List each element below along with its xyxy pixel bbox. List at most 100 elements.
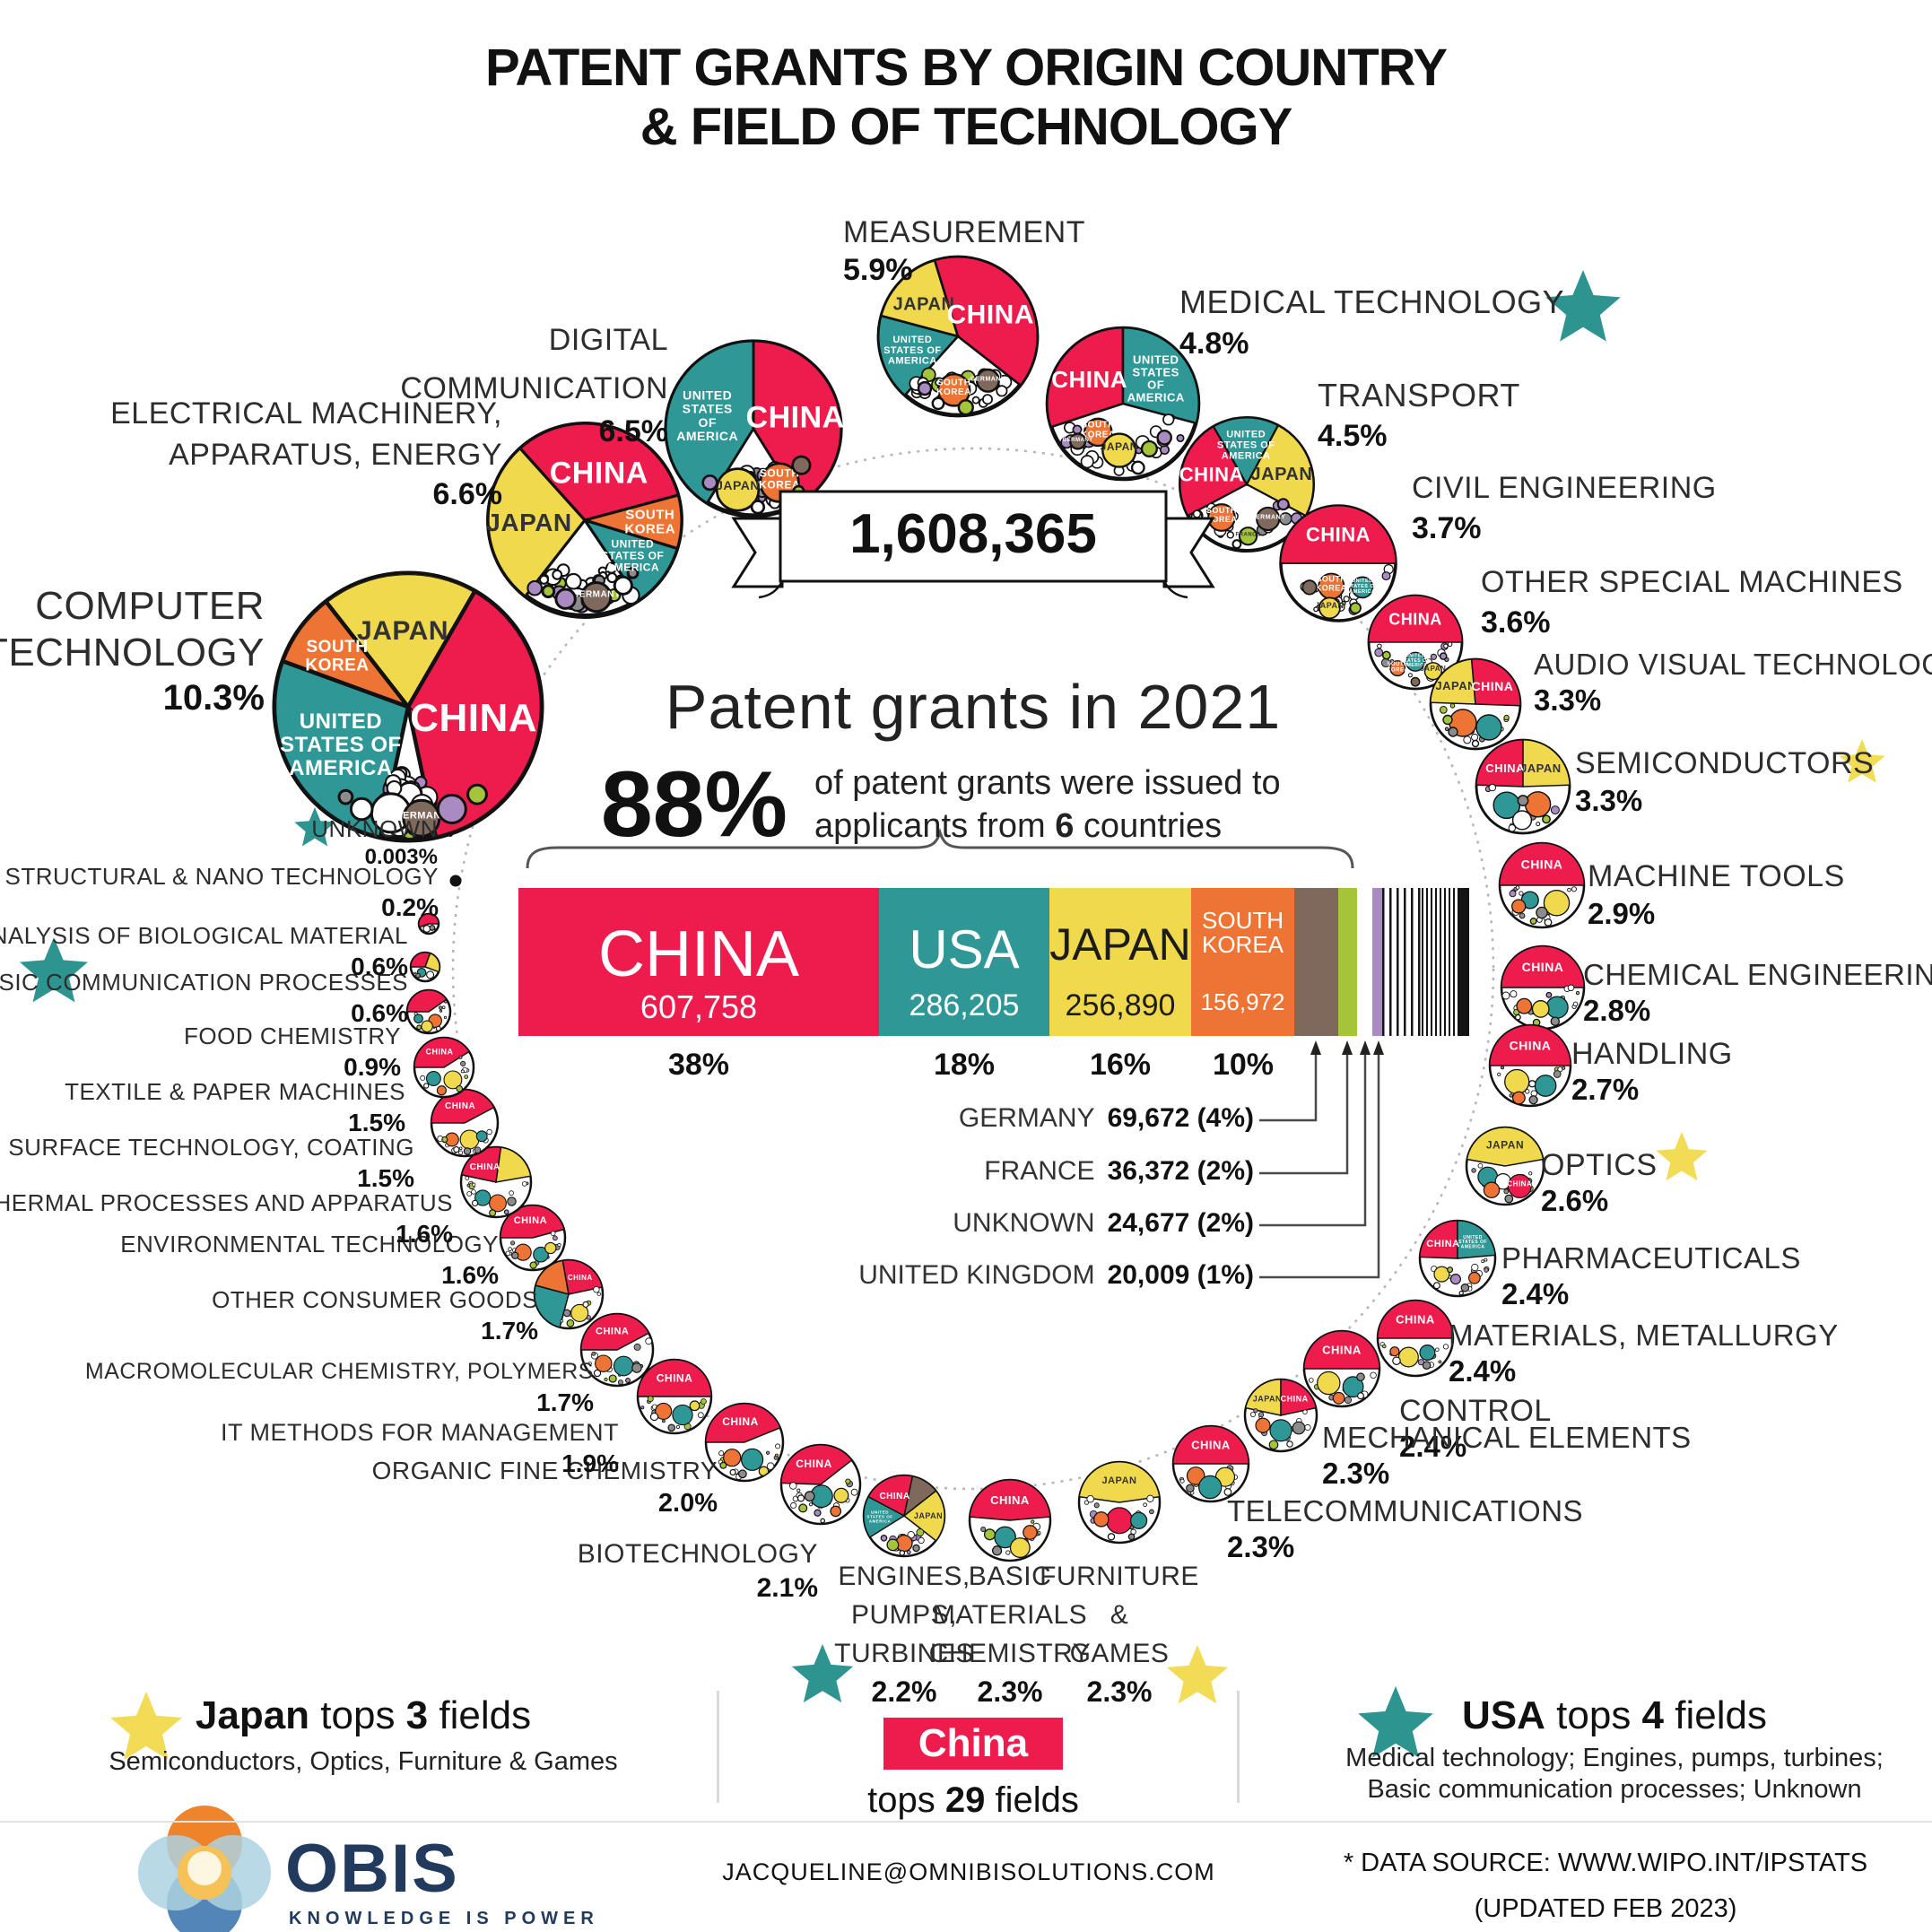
- legend-china-line: tops 29 fields: [867, 1780, 1079, 1820]
- legend-divider-1: [717, 1691, 719, 1803]
- usa-tops-star-icon: [791, 1644, 854, 1703]
- legend-china-badge: China: [883, 1718, 1063, 1770]
- svg-text:JAPAN: JAPAN: [1251, 465, 1313, 484]
- svg-text:CHINA: CHINA: [568, 1274, 593, 1282]
- svg-text:GERMANY: GERMANY: [1250, 515, 1285, 521]
- svg-text:JAPAN: JAPAN: [1253, 1395, 1282, 1404]
- japan-tops-star-icon: [1166, 1645, 1229, 1704]
- stars-group: [20, 270, 1885, 1760]
- pie-organic: CHINA: [704, 1402, 785, 1483]
- svg-text:CHINA: CHINA: [470, 1162, 500, 1172]
- legend-usa: USA tops 4 fields Medical technology; En…: [1318, 1693, 1910, 1805]
- pie-micro: [449, 875, 462, 887]
- svg-text:JAPAN: JAPAN: [357, 616, 448, 646]
- legend-japan-fields: Semiconductors, Optics, Furniture & Game…: [109, 1747, 618, 1776]
- svg-text:JAPAN: JAPAN: [716, 478, 760, 492]
- usa-tops-star-icon: [294, 807, 335, 847]
- ribbon-banner: [731, 490, 1215, 599]
- pie-materials: CHINA: [1376, 1299, 1455, 1378]
- pie-telecom: CHINA: [1171, 1424, 1250, 1503]
- svg-text:CHINA: CHINA: [1191, 1439, 1231, 1452]
- obis-tagline: KNOWLEDGE IS POWER: [289, 1909, 599, 1928]
- svg-text:JAPAN: JAPAN: [914, 1511, 943, 1520]
- pie-thermal: CHINA: [459, 1145, 533, 1219]
- svg-text:CHINA: CHINA: [596, 1327, 629, 1337]
- legend-usa-star-icon: [1358, 1686, 1433, 1758]
- obis-logo-icon: [138, 1806, 271, 1932]
- svg-text:GERMANY: GERMANY: [970, 376, 1005, 382]
- pie-engines: CHINA JAPAN UNITED STATES OF AMERICA: [862, 1474, 946, 1558]
- brace: [526, 827, 1354, 869]
- pie-furniture: JAPAN: [1077, 1460, 1162, 1545]
- svg-text:CHINA: CHINA: [1472, 679, 1514, 693]
- svg-text:CHINA: CHINA: [1388, 610, 1442, 628]
- pie-control: CHINA: [1302, 1329, 1381, 1408]
- japan-tops-star-icon: [1839, 739, 1885, 783]
- svg-text:CHINA: CHINA: [1426, 1239, 1459, 1249]
- svg-text:JAPAN: JAPAN: [1315, 601, 1344, 610]
- svg-text:JAPAN: JAPAN: [1102, 1475, 1137, 1486]
- pie-analysis: [417, 912, 440, 936]
- legend-divider-2: [1237, 1691, 1240, 1803]
- legend-japan-star-icon: [110, 1692, 182, 1760]
- footer-divider: [0, 1821, 1932, 1823]
- svg-text:CHINA: CHINA: [1510, 1038, 1552, 1052]
- svg-text:FRANCE: FRANCE: [1235, 533, 1260, 538]
- legend-japan: Japan tops 3 fields Semiconductors, Opti…: [67, 1693, 659, 1777]
- usa-tops-star-icon: [1545, 270, 1621, 342]
- svg-text:CHINA: CHINA: [445, 1101, 475, 1111]
- dotted-circle: [451, 447, 1495, 1491]
- svg-text:JAPAN: JAPAN: [1420, 665, 1446, 673]
- svg-text:GERMANY: GERMANY: [395, 810, 448, 821]
- svg-text:CHINA: CHINA: [722, 1415, 759, 1428]
- svg-text:CHINA: CHINA: [550, 457, 648, 491]
- pie-food: [405, 988, 452, 1035]
- svg-text:CHINA: CHINA: [1521, 857, 1563, 871]
- svg-text:GERMANY: GERMANY: [1063, 438, 1093, 443]
- pie-machine-tools: CHINA: [1498, 841, 1586, 929]
- usa-tops-star-icon: [20, 937, 88, 1003]
- pie-biotech: CHINA: [779, 1443, 862, 1526]
- svg-text:JAPAN: JAPAN: [1435, 679, 1476, 692]
- legend: Japan tops 3 fields Semiconductors, Opti…: [0, 1686, 1932, 1821]
- svg-text:CHINA: CHINA: [746, 401, 845, 435]
- data-source: * DATA SOURCE: WWW.WIPO.INT/IPSTATS (UPD…: [1343, 1849, 1868, 1923]
- svg-text:CHINA: CHINA: [1179, 464, 1244, 486]
- svg-text:JAPAN: JAPAN: [893, 294, 955, 314]
- svg-text:CHINA: CHINA: [1322, 1344, 1362, 1357]
- obis-brand: OBIS: [285, 1831, 459, 1907]
- pie-optics: CHINA JAPAN: [1465, 1126, 1545, 1206]
- svg-text:JAPAN: JAPAN: [1486, 1139, 1524, 1152]
- svg-text:CHINA: CHINA: [1051, 366, 1127, 393]
- svg-text:GERMANY: GERMANY: [572, 590, 622, 600]
- pie-environmental: CHINA: [499, 1204, 567, 1272]
- svg-text:CHINA: CHINA: [1396, 1313, 1435, 1327]
- svg-text:CHINA: CHINA: [1507, 1179, 1532, 1188]
- japan-tops-star-icon: [1656, 1132, 1708, 1181]
- contact-email[interactable]: JACQUELINE@OMNIBISOLUTIONS.COM: [722, 1858, 1215, 1885]
- svg-text:CHINA: CHINA: [1306, 524, 1371, 546]
- pie-macromolecular: CHINA: [579, 1312, 655, 1388]
